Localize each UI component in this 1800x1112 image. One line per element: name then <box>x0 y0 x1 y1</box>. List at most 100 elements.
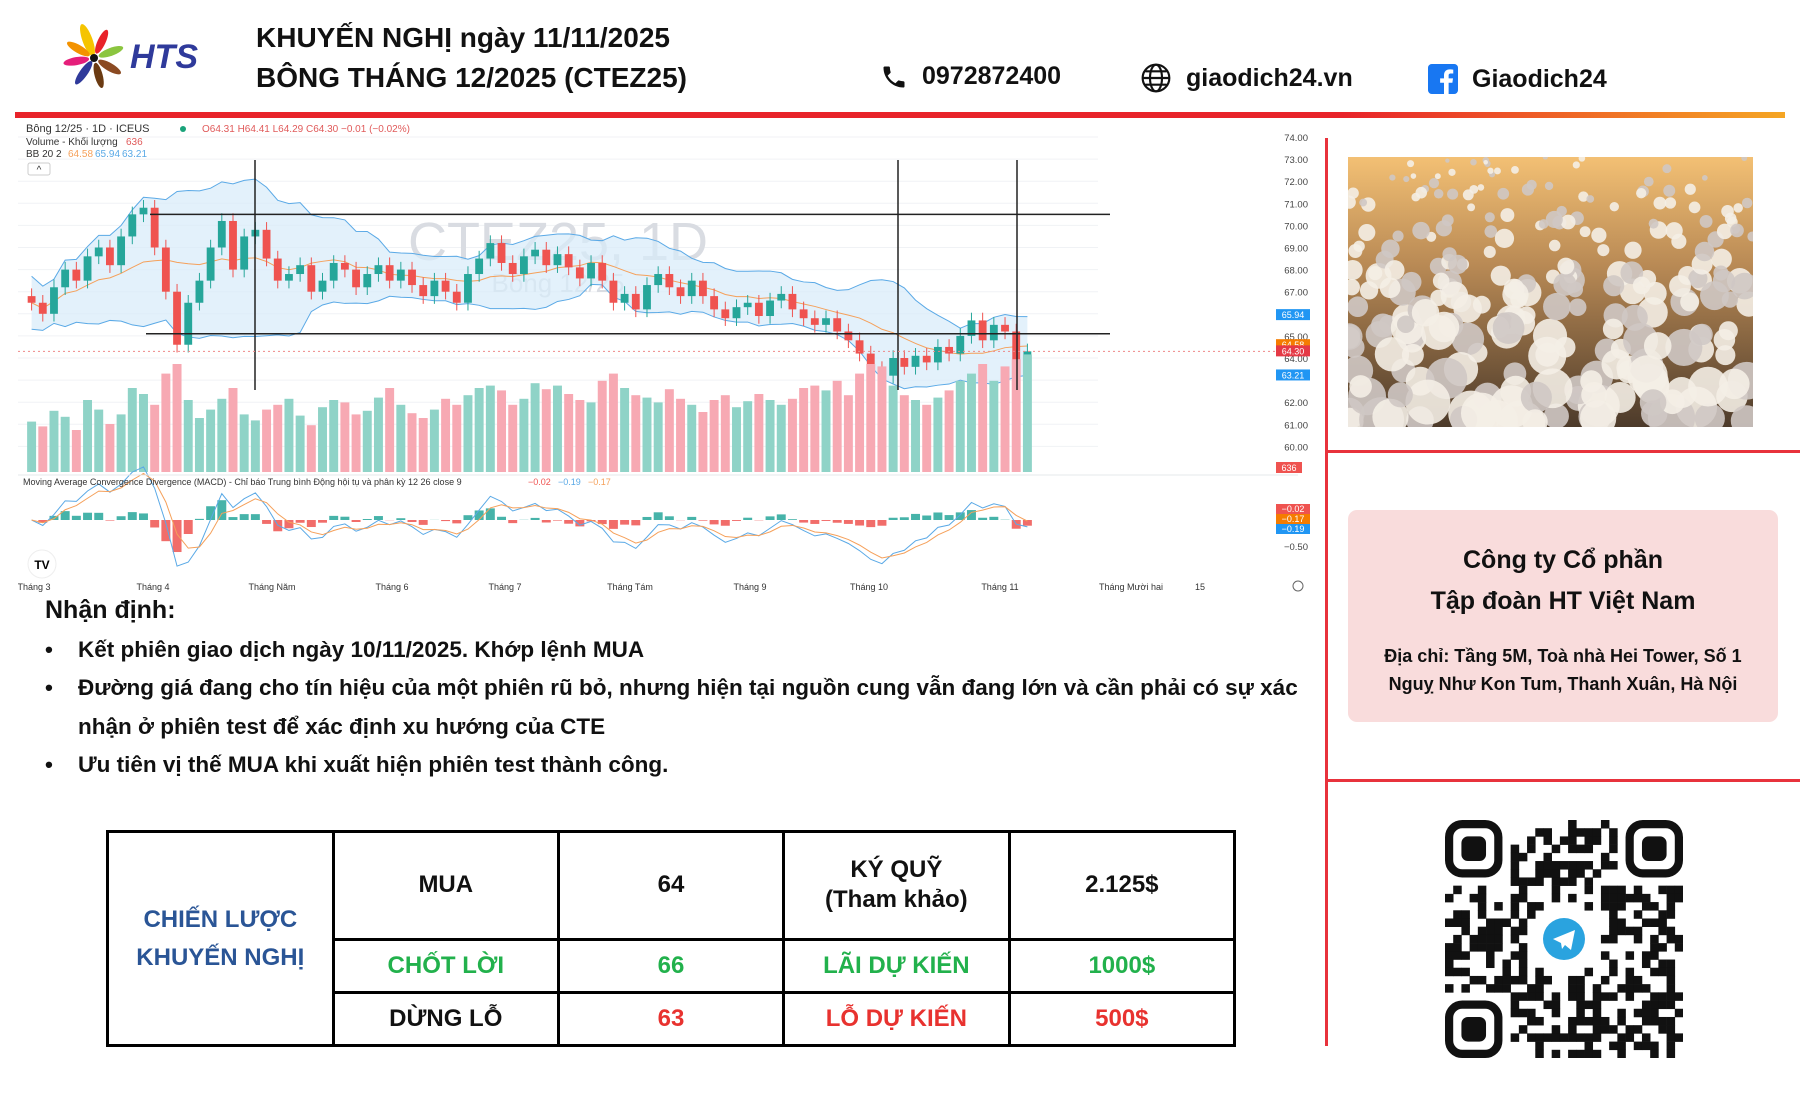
candle-body <box>296 265 305 275</box>
phone-contact[interactable]: 0972872400 <box>880 62 1061 91</box>
candle-body <box>732 307 741 319</box>
ohlc-readout: O64.31 H64.41 L64.29 C64.30 −0.01 (−0.02… <box>202 124 410 135</box>
y-tick-label: 60.00 <box>1284 442 1308 453</box>
candle-body <box>989 324 998 341</box>
cotton-boll <box>1348 243 1363 258</box>
volume-tag <box>1276 462 1302 473</box>
price-tag-label: 64.58 <box>1282 340 1305 350</box>
cotton-boll <box>1659 389 1685 415</box>
strategy-table: CHIẾN LƯỢC KHUYẾN NGHỊ MUA 64 KÝ QUỸ (Th… <box>106 830 1237 1048</box>
margin-value: 2.125$ <box>1007 830 1237 941</box>
cotton-boll <box>1483 245 1496 259</box>
macd-histogram-bar <box>362 519 372 520</box>
cotton-boll <box>1680 292 1700 312</box>
x-axis-label: Tháng 4 <box>136 582 169 592</box>
cotton-boll <box>1711 248 1732 270</box>
macd-histogram-bar <box>888 517 898 520</box>
volume-bar <box>1011 359 1021 472</box>
candle-body <box>508 262 517 275</box>
chevron-up-icon: ^ <box>37 165 42 176</box>
telegram-qr-code[interactable] <box>1445 820 1683 1058</box>
cotton-boll <box>1484 225 1498 238</box>
candle-body <box>128 214 137 237</box>
cotton-boll <box>1653 196 1667 210</box>
bb-value: 63.21 <box>122 149 147 160</box>
cotton-boll <box>1604 381 1636 413</box>
company-name-line1: Công ty Cổ phần <box>1463 546 1663 574</box>
y-tick-label: 72.00 <box>1284 177 1308 188</box>
macd-histogram-bar <box>653 512 663 520</box>
cotton-boll <box>1483 159 1488 165</box>
cotton-boll <box>1387 382 1413 408</box>
candle-body <box>307 265 316 292</box>
price-tag-label: 65.94 <box>1282 310 1305 320</box>
cotton-boll <box>1586 195 1595 203</box>
volume-bar <box>519 398 529 472</box>
cotton-boll <box>1579 226 1591 238</box>
volume-bar <box>105 424 115 472</box>
volume-bar <box>284 398 294 472</box>
x-axis-label: Tháng Năm <box>248 582 295 592</box>
macd-histogram-bar <box>944 515 954 520</box>
candle-body <box>922 355 931 363</box>
candle-body <box>318 280 327 292</box>
volume-bar <box>94 409 104 472</box>
candle-body <box>889 358 898 376</box>
facebook-link[interactable]: Giaodich24 <box>1428 64 1607 94</box>
candle-body <box>452 291 461 303</box>
macd-histogram-bar <box>832 520 842 523</box>
facebook-text: Giaodich24 <box>1472 64 1607 93</box>
candle-body <box>419 285 428 297</box>
cotton-boll <box>1545 210 1563 228</box>
cotton-boll <box>1348 195 1356 209</box>
cotton-boll <box>1349 375 1372 398</box>
macd-histogram-bar <box>127 512 137 520</box>
volume-bar <box>743 401 753 472</box>
volume-bar <box>351 414 361 472</box>
macd-histogram-bar <box>575 520 585 527</box>
candle-body <box>799 309 808 319</box>
take-profit-label: CHỐT LỜI <box>331 937 560 994</box>
header-divider <box>15 112 1785 118</box>
volume-bar <box>709 400 719 472</box>
volume-bar <box>273 404 283 472</box>
volume-bar <box>821 390 831 472</box>
volume-value: 636 <box>126 137 143 148</box>
x-axis-label: Tháng 3 <box>18 582 51 592</box>
cotton-boll <box>1718 321 1738 341</box>
cotton-boll <box>1447 188 1459 200</box>
cotton-boll <box>1428 177 1440 189</box>
cotton-boll <box>1636 188 1647 199</box>
candle-body <box>531 249 540 257</box>
cotton-boll <box>1603 275 1625 297</box>
macd-histogram-bar <box>966 510 976 520</box>
macd-histogram-bar <box>407 520 417 523</box>
cotton-boll <box>1368 265 1383 281</box>
volume-bar <box>407 413 417 472</box>
volume-bar <box>978 364 988 472</box>
macd-histogram-bar <box>776 514 786 520</box>
analysis-heading: Nhận định: <box>45 596 176 624</box>
candle-body <box>475 258 484 275</box>
candle-body <box>229 220 237 270</box>
volume-bar <box>329 400 339 472</box>
x-axis-label: Tháng 9 <box>733 582 766 592</box>
cotton-boll <box>1384 260 1405 281</box>
bollinger-basis <box>31 257 1028 355</box>
macd-histogram-bar <box>608 520 618 529</box>
volume-bar <box>116 414 126 472</box>
cotton-boll <box>1557 257 1575 275</box>
right-divider-2 <box>1325 779 1800 782</box>
cotton-boll <box>1747 231 1753 242</box>
volume-bar <box>373 397 383 472</box>
volume-bar <box>642 397 652 472</box>
cotton-boll <box>1500 208 1515 223</box>
volume-bar <box>194 418 204 472</box>
website-link[interactable]: giaodich24.vn <box>1140 62 1353 94</box>
cotton-boll <box>1643 176 1654 187</box>
candle-body <box>352 269 360 288</box>
candle-body <box>766 300 774 317</box>
cotton-boll <box>1522 409 1548 427</box>
volume-bar <box>552 385 562 472</box>
macd-histogram-bar <box>552 520 562 521</box>
